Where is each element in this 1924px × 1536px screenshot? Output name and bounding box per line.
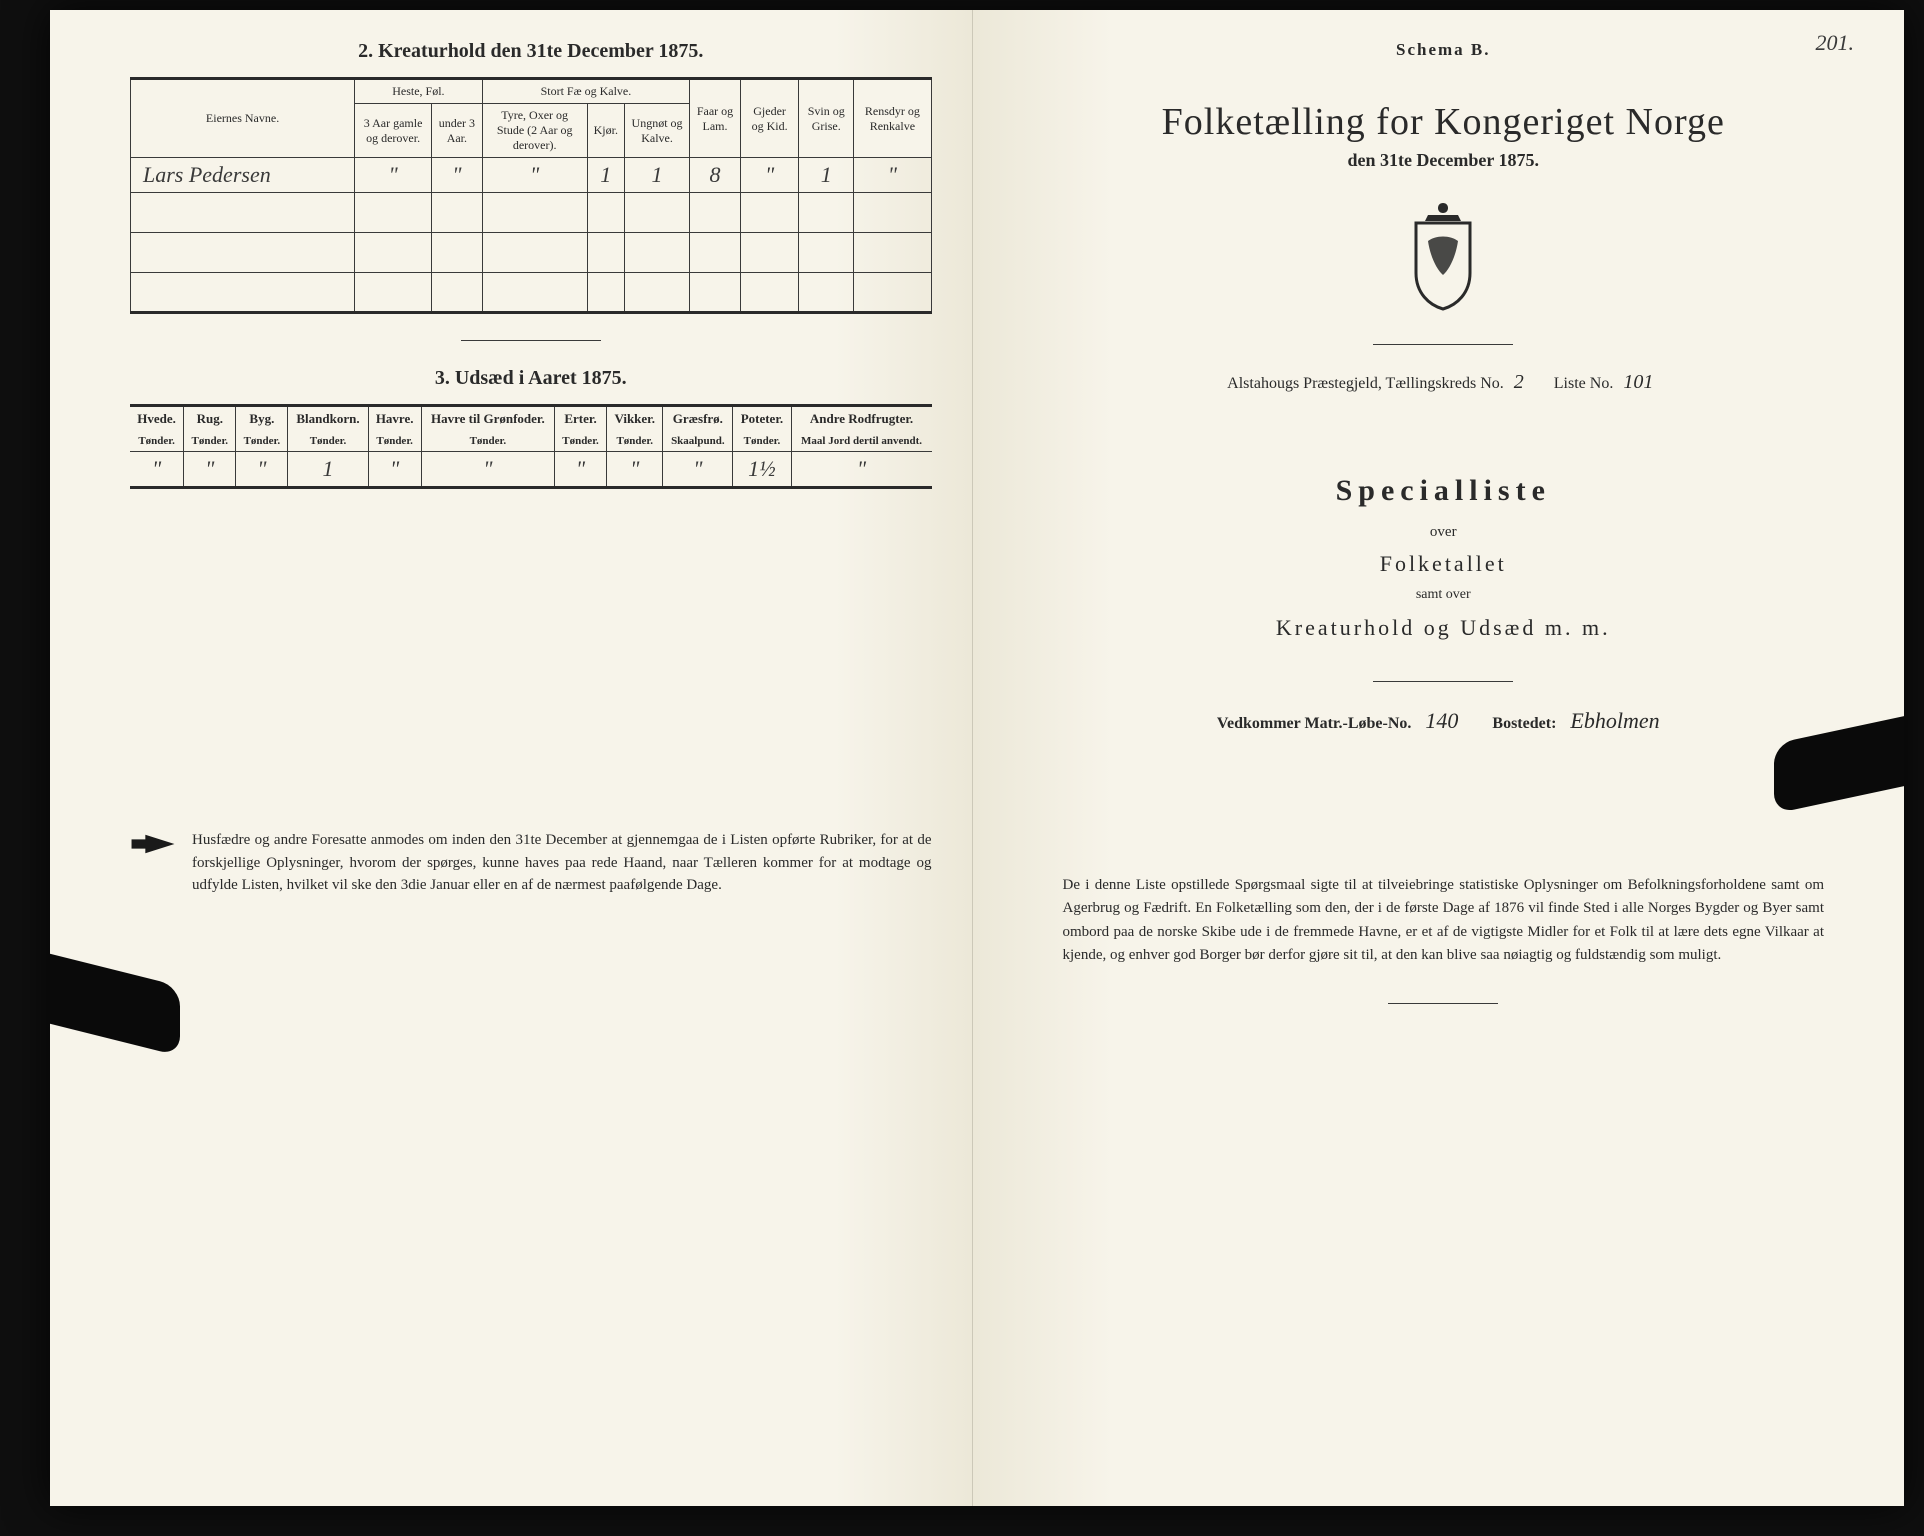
page-number: 201. <box>1816 30 1855 56</box>
census-title: Folketælling for Kongeriget Norge <box>1043 100 1845 144</box>
cell: 1 <box>799 158 854 193</box>
district-no: 2 <box>1508 371 1530 393</box>
col-faar: Faar og Lam. <box>690 79 741 158</box>
unit: Tønder. <box>607 431 663 452</box>
cell: " <box>184 452 236 488</box>
bosted-label: Bostedet: <box>1492 715 1556 732</box>
unit: Tønder. <box>368 431 421 452</box>
colgrp-heste: Heste, Føl. <box>355 79 483 104</box>
book-spread: 2. Kreaturhold den 31te December 1875. E… <box>50 10 1904 1506</box>
unit: Skaalpund. <box>663 431 733 452</box>
unit: Tønder. <box>184 431 236 452</box>
sub-s3: Ungnøt og Kalve. <box>624 104 689 158</box>
bosted-value: Ebholmen <box>1560 708 1669 733</box>
col: Byg. <box>236 406 288 432</box>
kreaturhold-table: Eiernes Navne. Heste, Føl. Stort Fæ og K… <box>130 77 932 314</box>
cell: " <box>355 158 432 193</box>
cell: " <box>236 452 288 488</box>
cell: " <box>607 452 663 488</box>
table-row <box>131 193 932 233</box>
liste-label: Liste No. <box>1554 375 1614 392</box>
colgrp-stort: Stort Fæ og Kalve. <box>482 79 689 104</box>
unit: Tønder. <box>130 431 184 452</box>
cell: " <box>482 158 587 193</box>
cell: 1½ <box>733 452 791 488</box>
col-rensdyr: Rensdyr og Renkalve <box>854 79 931 158</box>
unit: Tønder. <box>421 431 554 452</box>
divider <box>1373 681 1513 682</box>
col: Andre Rodfrugter. <box>791 406 931 432</box>
right-page: 201. Schema B. Folketælling for Kongerig… <box>973 10 1905 1506</box>
col-gjeder: Gjeder og Kid. <box>740 79 798 158</box>
unit: Tønder. <box>288 431 368 452</box>
over-label: over <box>1043 524 1845 541</box>
col-svin: Svin og Grise. <box>799 79 854 158</box>
sub-s1: Tyre, Oxer og Stude (2 Aar og derover). <box>482 104 587 158</box>
unit: Tønder. <box>554 431 606 452</box>
col-eier: Eiernes Navne. <box>131 79 355 158</box>
divider <box>461 340 601 341</box>
table-row <box>131 273 932 313</box>
cell: " <box>130 452 184 488</box>
cell: " <box>663 452 733 488</box>
cell: " <box>421 452 554 488</box>
cell: " <box>554 452 606 488</box>
col: Rug. <box>184 406 236 432</box>
matr-label: Vedkommer Matr.-Løbe-No. <box>1217 715 1412 732</box>
table-row: " " " 1 " " " " " 1½ " <box>130 452 932 488</box>
specialliste-title: Specialliste <box>1043 474 1845 508</box>
folketallet-label: Folketallet <box>1043 551 1845 577</box>
sub-h1: 3 Aar gamle og derover. <box>355 104 432 158</box>
cell: " <box>854 158 931 193</box>
col: Vikker. <box>607 406 663 432</box>
divider <box>1373 344 1513 345</box>
schema-label: Schema B. <box>1043 40 1845 60</box>
cell: 1 <box>624 158 689 193</box>
unit: Maal Jord dertil anvendt. <box>791 431 931 452</box>
unit: Tønder. <box>236 431 288 452</box>
section-3-title: 3. Udsæd i Aaret 1875. <box>130 367 932 390</box>
coat-of-arms-icon <box>1043 201 1845 316</box>
cell: " <box>791 452 931 488</box>
unit: Tønder. <box>733 431 791 452</box>
pointing-hand-icon <box>130 829 176 897</box>
cell: 1 <box>587 158 624 193</box>
district-prefix: Alstahougs Præstegjeld, Tællingskreds No… <box>1227 375 1504 392</box>
cell: 1 <box>288 452 368 488</box>
udsaed-table: Hvede. Rug. Byg. Blandkorn. Havre. Havre… <box>130 404 932 489</box>
divider <box>1388 1003 1498 1004</box>
right-footer-text: De i denne Liste opstillede Spørgsmaal s… <box>1043 874 1845 967</box>
samt-label: samt over <box>1043 587 1845 603</box>
table-row: Lars Pedersen " " " 1 1 8 " 1 " <box>131 158 932 193</box>
col: Poteter. <box>733 406 791 432</box>
cell: " <box>432 158 483 193</box>
left-page: 2. Kreaturhold den 31te December 1875. E… <box>50 10 973 1506</box>
cell: " <box>740 158 798 193</box>
cell: " <box>368 452 421 488</box>
footer-text: Husfædre og andre Foresatte anmodes om i… <box>192 829 932 897</box>
col: Havre. <box>368 406 421 432</box>
col: Havre til Grønfoder. <box>421 406 554 432</box>
sub-h2: under 3 Aar. <box>432 104 483 158</box>
cell: 8 <box>690 158 741 193</box>
left-footer-note: Husfædre og andre Foresatte anmodes om i… <box>130 829 932 897</box>
col: Erter. <box>554 406 606 432</box>
sub-s2: Kjør. <box>587 104 624 158</box>
section-2-title: 2. Kreaturhold den 31te December 1875. <box>130 40 932 63</box>
table-row <box>131 233 932 273</box>
col: Græsfrø. <box>663 406 733 432</box>
col: Hvede. <box>130 406 184 432</box>
matr-line: Vedkommer Matr.-Løbe-No. 140 Bostedet: E… <box>1043 708 1845 734</box>
liste-no: 101 <box>1617 371 1659 393</box>
kreatur-label: Kreaturhold og Udsæd m. m. <box>1043 615 1845 641</box>
col: Blandkorn. <box>288 406 368 432</box>
matr-no: 140 <box>1415 708 1468 733</box>
district-line: Alstahougs Præstegjeld, Tællingskreds No… <box>1043 371 1845 394</box>
census-date: den 31te December 1875. <box>1043 150 1845 171</box>
owner-name: Lars Pedersen <box>131 158 355 193</box>
